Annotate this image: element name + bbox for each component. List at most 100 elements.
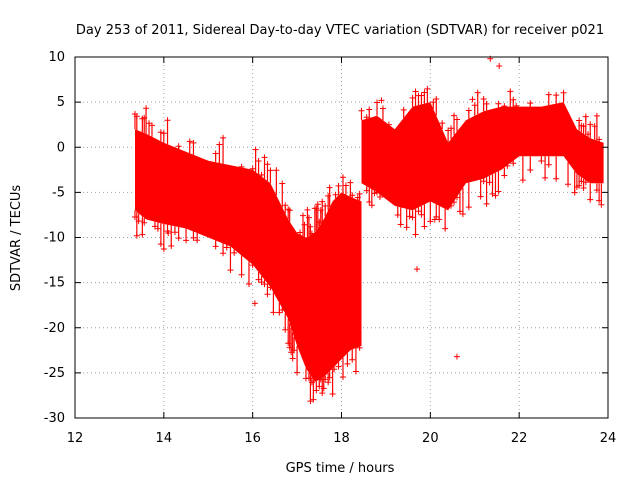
- sdtvar-point: [194, 237, 201, 244]
- sdtvar-point: [308, 230, 315, 237]
- sdtvar-outlier-point: [349, 279, 356, 286]
- sdtvar-point: [186, 138, 193, 145]
- sdtvar-point: [325, 379, 332, 386]
- sdtvar-point: [310, 396, 317, 403]
- sdtvar-point: [492, 192, 499, 199]
- sdtvar-point: [139, 231, 146, 238]
- y-tick-label: -20: [44, 321, 65, 336]
- sdtvar-point: [264, 291, 271, 298]
- sdtvar-point: [171, 229, 178, 236]
- y-tick-label: 5: [57, 95, 65, 110]
- sdtvar-point: [141, 219, 148, 226]
- sdtvar-point: [231, 249, 238, 256]
- sdtvar-point: [164, 117, 171, 124]
- sdtvar-point: [270, 309, 277, 316]
- sdtvar-point: [439, 120, 446, 127]
- sdtvar-point: [352, 368, 359, 375]
- sdtvar-outlier-point: [165, 229, 172, 236]
- x-tick-label: 20: [422, 431, 439, 446]
- sdtvar-point: [291, 347, 298, 354]
- sdtvar-point: [319, 390, 326, 397]
- sdtvar-point: [329, 390, 336, 397]
- sdtvar-point: [313, 387, 320, 394]
- sdtvar-point: [190, 234, 197, 241]
- sdtvar-point: [305, 375, 312, 382]
- y-tick-label: 10: [48, 50, 65, 65]
- sdtvar-point: [427, 218, 434, 225]
- sdtvar-point: [273, 167, 280, 174]
- sdtvar-band-0: [135, 129, 362, 382]
- sdtvar-point: [456, 208, 463, 215]
- sdtvar-point: [276, 309, 283, 316]
- sdtvar-point: [342, 182, 349, 189]
- sdtvar-point: [394, 212, 401, 219]
- sdtvar-point: [356, 190, 363, 197]
- sdtvar-point: [249, 262, 256, 269]
- sdtvar-point: [510, 96, 517, 103]
- sdtvar-point: [593, 112, 600, 119]
- sdtvar-point: [267, 284, 274, 291]
- x-tick-label: 24: [600, 431, 617, 446]
- sdtvar-point: [495, 100, 502, 107]
- sdtvar-point: [587, 121, 594, 128]
- sdtvar-point: [335, 182, 342, 189]
- sdtvar-point: [465, 204, 472, 211]
- sdtvar-point: [258, 171, 265, 178]
- sdtvar-point: [326, 374, 333, 381]
- sdtvar-point: [415, 208, 422, 215]
- sdtvar-point: [297, 229, 304, 236]
- sdtvar-point: [331, 366, 338, 373]
- sdtvar-point: [356, 344, 363, 351]
- sdtvar-point: [148, 122, 155, 129]
- y-tick-label: -25: [44, 366, 65, 381]
- y-tick-label: 0: [57, 140, 65, 155]
- sdtvar-point: [397, 221, 404, 228]
- sdtvar-point: [175, 235, 182, 242]
- sdtvar-point: [216, 141, 223, 148]
- sdtvar-point: [368, 202, 375, 209]
- sdtvar-point: [301, 221, 308, 228]
- sdtvar-point: [133, 232, 140, 239]
- sdtvar-point: [307, 223, 314, 230]
- sdtvar-point: [279, 180, 286, 187]
- sdtvar-point: [349, 192, 356, 199]
- sdtvar-point: [480, 178, 487, 185]
- sdtvar-point: [261, 281, 268, 288]
- sdtvar-point: [418, 92, 425, 99]
- sdtvar-point: [157, 241, 164, 248]
- x-tick-label: 18: [333, 431, 350, 446]
- sdtvar-point: [465, 107, 472, 114]
- sdtvar-point: [507, 88, 514, 95]
- sdtvar-point: [267, 167, 274, 174]
- sdtvar-point: [282, 202, 289, 209]
- sdtvar-point: [406, 213, 413, 220]
- sdtvar-outlier-point: [496, 63, 503, 70]
- sdtvar-point: [538, 158, 545, 165]
- x-tick-label: 12: [67, 431, 84, 446]
- sdtvar-point: [168, 243, 175, 250]
- sdtvar-point: [477, 193, 484, 200]
- sdtvar-point: [238, 163, 245, 170]
- sdtvar-point: [453, 194, 460, 201]
- sdtvar-point: [305, 214, 312, 221]
- y-axis-label: SDTVAR / TECUs: [9, 185, 24, 292]
- sdtvar-point: [442, 225, 449, 232]
- sdtvar-point: [385, 121, 392, 128]
- sdtvar-point: [358, 107, 365, 114]
- sdtvar-point: [448, 202, 455, 209]
- sdtvar-point: [349, 356, 356, 363]
- sdtvar-point: [332, 191, 339, 198]
- sdtvar-outlier-point: [431, 216, 438, 223]
- sdtvar-point: [501, 103, 508, 110]
- sdtvar-point: [285, 340, 292, 347]
- sdtvar-point: [424, 85, 431, 92]
- sdtvar-point: [480, 96, 487, 103]
- sdtvar-point: [249, 165, 256, 172]
- sdtvar-point: [471, 102, 478, 109]
- sdtvar-point: [160, 246, 167, 253]
- sdtvar-outlier-point: [469, 96, 476, 103]
- sdtvar-point: [379, 105, 386, 112]
- sdtvar-point: [553, 92, 560, 99]
- sdtvar-point: [495, 188, 502, 195]
